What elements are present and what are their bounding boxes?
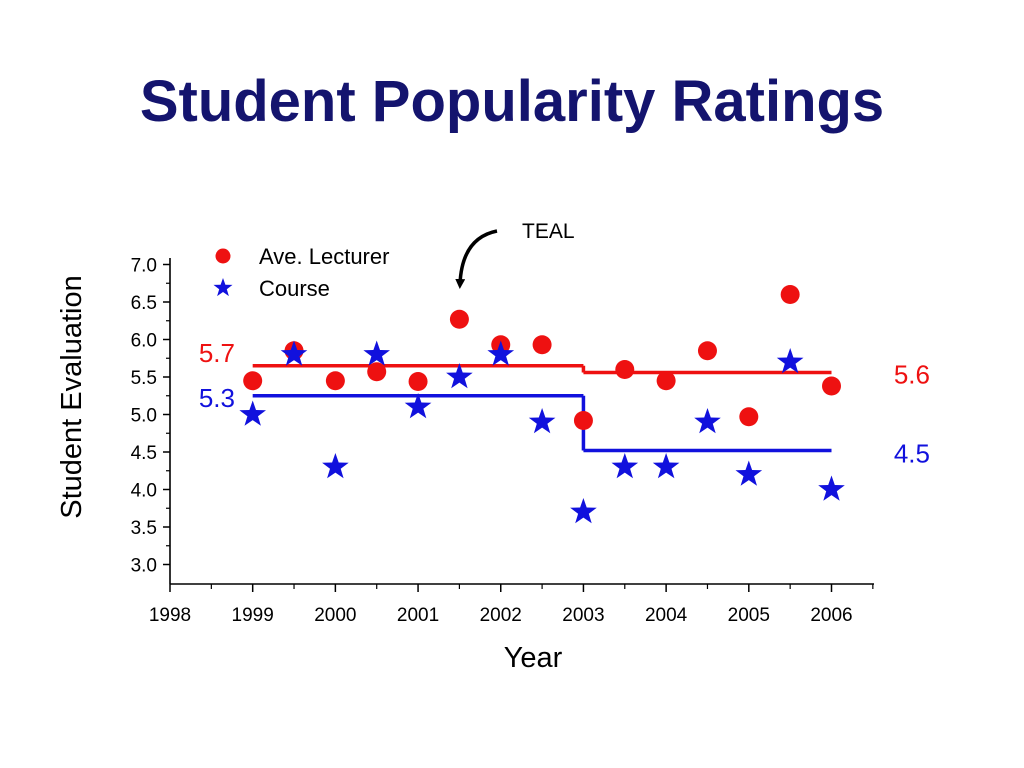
lecturer-point: [325, 371, 345, 391]
y-axis-label: Student Evaluation: [56, 275, 88, 518]
average-lines: 5.7 5.6 5.3 4.5: [199, 338, 930, 469]
course-point: [280, 340, 308, 366]
average-value-label: 5.6: [894, 360, 930, 390]
x-tick-label: 2005: [728, 605, 770, 626]
x-tick-label: 2004: [645, 605, 688, 626]
annotation: TEAL: [455, 220, 575, 289]
y-tick-label: 5.5: [131, 368, 157, 389]
x-tick-label: 2001: [397, 605, 439, 626]
lecturer-point: [780, 285, 800, 304]
course-point: [776, 348, 804, 374]
course-point: [363, 340, 390, 366]
course-point: [528, 408, 556, 434]
legend-label-lecturer: Ave. Lecturer: [259, 244, 389, 269]
legend-marker-lecturer: [215, 248, 231, 264]
annotation-arrow: [455, 229, 498, 289]
legend-label-course: Course: [259, 276, 330, 301]
y-tick-label: 6.5: [131, 293, 157, 314]
lecturer-point: [822, 376, 841, 396]
annotation-label: TEAL: [522, 220, 575, 243]
course-point: [652, 453, 680, 479]
lecturer-point: [739, 407, 759, 427]
lecturer-point: [615, 360, 635, 379]
x-tick-label: 2003: [562, 605, 604, 626]
course-point: [694, 408, 721, 434]
y-tick-label: 3.0: [131, 556, 157, 577]
x-tick-label: 1999: [232, 605, 274, 626]
y-tick-label: 6.0: [131, 331, 157, 352]
y-tick-label: 7.0: [131, 256, 157, 277]
course-point: [487, 340, 515, 366]
course-point: [611, 453, 639, 479]
course-point: [322, 453, 349, 479]
course-point: [239, 400, 266, 426]
lecturer-point: [697, 341, 717, 361]
x-tick-label: 2000: [314, 605, 356, 626]
average-value-label: 4.5: [894, 439, 930, 469]
slide-title: Student Popularity Ratings: [139, 69, 885, 134]
x-axis-label: Year: [504, 642, 563, 674]
data-points: [239, 285, 845, 524]
lecturer-point: [243, 371, 263, 391]
lecturer-point: [656, 371, 676, 391]
y-tick-label: 3.5: [131, 518, 157, 539]
x-tick-label: 2002: [480, 605, 522, 626]
y-tick-label: 4.0: [131, 481, 157, 502]
course-point: [735, 460, 763, 486]
y-tick-label: 5.0: [131, 406, 157, 427]
average-value-label: 5.3: [199, 383, 235, 413]
lecturer-point: [367, 362, 387, 382]
course-point: [446, 363, 473, 389]
legend-marker-course: [213, 278, 233, 297]
course-point: [818, 475, 845, 501]
y-tick-label: 4.5: [131, 443, 157, 464]
axes: 3.0 3.5 4.0 4.5 5.0 5.5 6.0 6.5 7.0 1998 1999 2000 2…: [56, 256, 874, 674]
lecturer-point: [532, 335, 552, 355]
legend: Ave. Lecturer Course: [213, 244, 389, 301]
x-tick-label: 1998: [149, 605, 191, 626]
average-value-label: 5.7: [199, 338, 235, 368]
lecturer-point: [408, 372, 428, 391]
course-point: [404, 393, 432, 419]
lecturer-point: [573, 411, 593, 430]
lecturer-point: [449, 309, 469, 329]
x-tick-label: 2006: [810, 605, 852, 626]
course-point: [570, 498, 597, 524]
